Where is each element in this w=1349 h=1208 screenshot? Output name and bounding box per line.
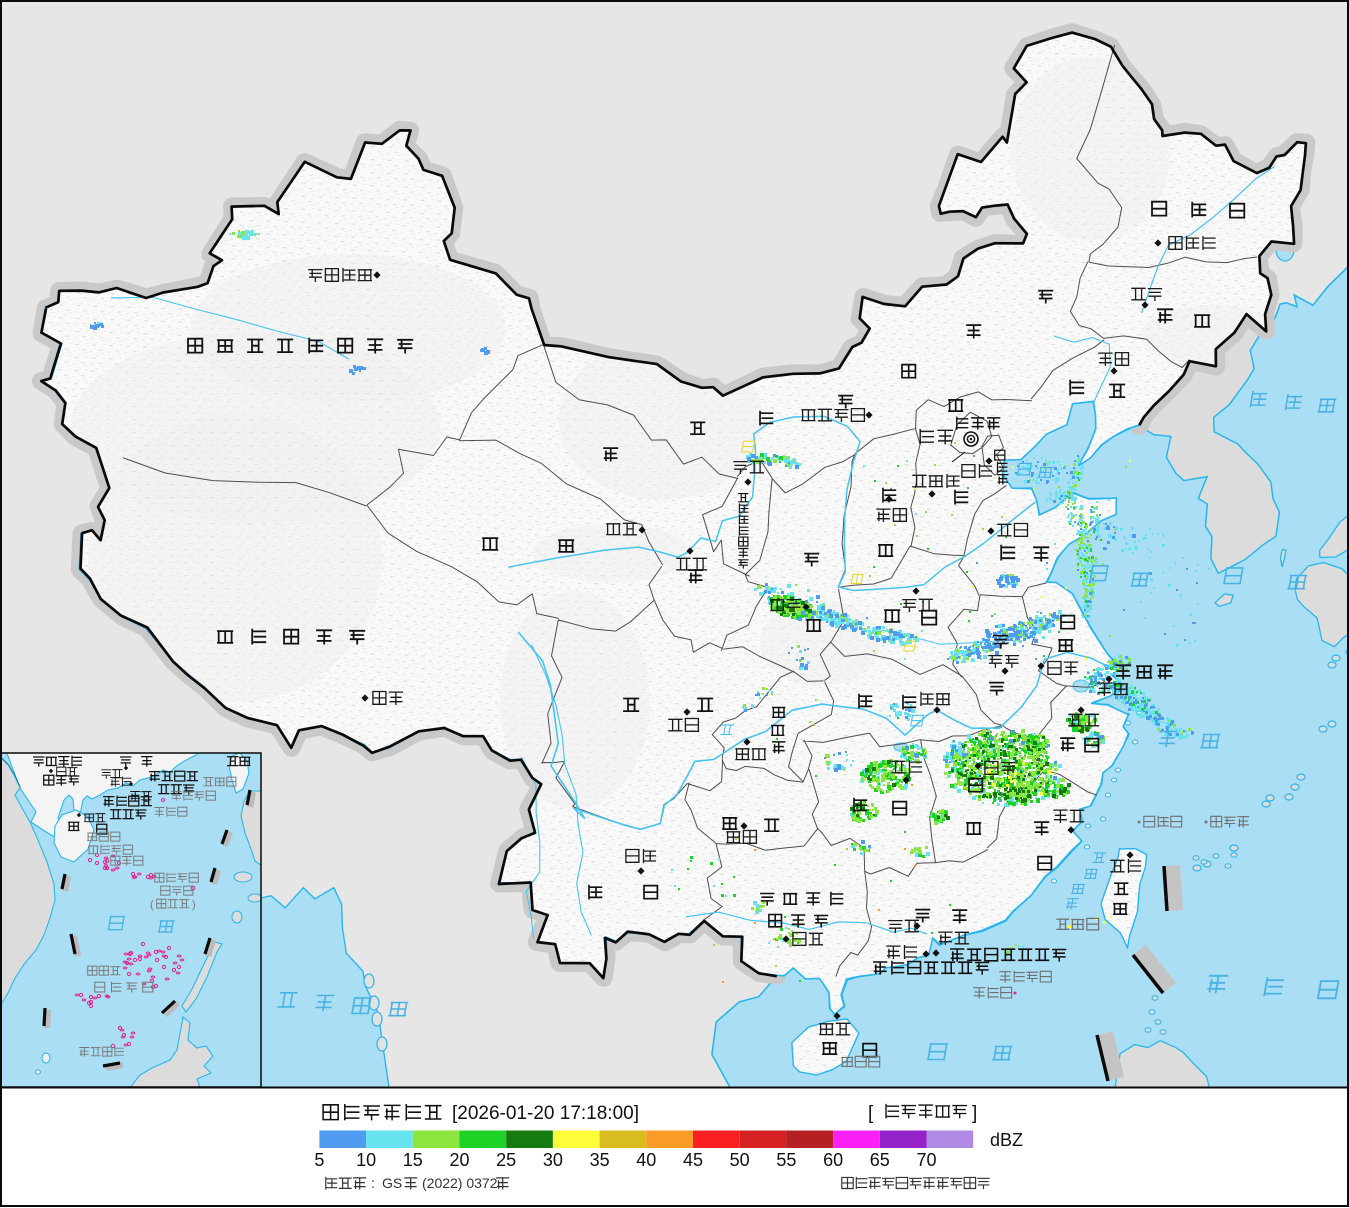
svg-text:(2022) 0372: (2022) 0372	[422, 1175, 498, 1191]
svg-text:15: 15	[403, 1150, 423, 1170]
svg-text:): )	[192, 899, 196, 911]
svg-text:70: 70	[916, 1150, 936, 1170]
svg-text:20: 20	[449, 1150, 469, 1170]
svg-text:[2026-01-20 17:18:00]: [2026-01-20 17:18:00]	[452, 1103, 639, 1124]
svg-text:(: (	[150, 899, 154, 911]
svg-text:65: 65	[870, 1150, 890, 1170]
svg-text:60: 60	[823, 1150, 843, 1170]
svg-text:35: 35	[590, 1150, 610, 1170]
svg-text::: :	[371, 1175, 375, 1191]
svg-text:45: 45	[683, 1150, 703, 1170]
svg-text:55: 55	[776, 1150, 796, 1170]
svg-text:25: 25	[496, 1150, 516, 1170]
svg-text:[: [	[868, 1103, 874, 1124]
svg-text:50: 50	[730, 1150, 750, 1170]
svg-text:]: ]	[972, 1103, 977, 1124]
svg-text:5: 5	[314, 1150, 324, 1170]
svg-text:30: 30	[543, 1150, 563, 1170]
svg-text:10: 10	[356, 1150, 376, 1170]
svg-text:40: 40	[636, 1150, 656, 1170]
svg-text:dBZ: dBZ	[990, 1130, 1023, 1150]
svg-text:GS: GS	[382, 1175, 402, 1191]
